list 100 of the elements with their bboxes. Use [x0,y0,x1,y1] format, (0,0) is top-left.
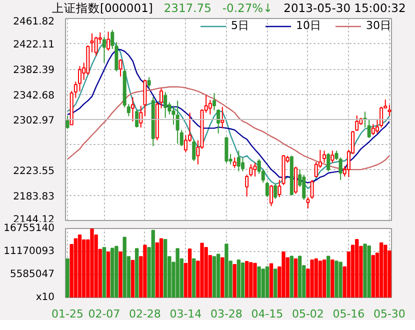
candlestick [363,111,367,128]
bar [282,252,286,298]
candlestick [66,116,70,130]
bar [200,242,204,298]
bar [232,264,236,298]
bar [143,244,147,298]
bar [334,260,338,298]
bar [274,268,278,298]
candlestick [147,76,151,90]
y-tick-label: 5585047 [10,269,55,280]
y-tick-label: 2183.83 [13,191,55,202]
candlestick [164,92,168,118]
legend-label: 5日 [231,18,250,33]
y-tick-label: 2461.82 [13,16,55,28]
y-tick-label: 2422.11 [13,40,55,51]
bar [176,248,180,298]
bar [338,262,342,298]
bar [192,258,196,298]
bar [224,244,228,298]
candlestick [220,106,224,129]
candlestick [330,150,334,164]
candlestick [176,100,180,144]
bar [265,266,270,298]
candlestick [241,157,245,172]
candlestick [338,157,342,180]
candlestick [265,181,269,198]
bar [314,258,318,298]
candlestick [78,66,82,92]
bar [159,238,164,298]
bar [212,256,216,298]
x-tick-label: 02-07 [88,308,120,320]
candlestick [310,179,314,200]
bar [216,254,220,298]
bar [188,248,192,298]
y-tick-label: 2223.55 [13,166,55,177]
candlestick [274,184,278,200]
x-tick-label: 03-14 [170,308,202,320]
bar [236,259,241,298]
bar [155,242,160,298]
x-tick-label: 01-25 [52,308,84,320]
y-tick-label: 2302.97 [13,116,55,126]
candlestick [208,99,212,115]
x-tick-label: 05-30 [373,308,406,320]
y-tick-label: 2342.68 [13,90,55,102]
bar [322,259,326,298]
bar [118,252,122,298]
candlestick [192,140,196,162]
candlestick [375,119,379,134]
candlestick [106,31,110,52]
bar [318,260,322,298]
bar [326,256,330,298]
candlestick [232,157,236,168]
candlestick [355,114,359,132]
x-tick-label: 04-15 [251,308,284,320]
candlestick [270,184,274,207]
text: 2013-05-30 15:00:32 [284,1,406,15]
candlestick [102,36,106,64]
text: 2317.75 [164,1,212,15]
bar [134,248,139,298]
bar [114,246,118,298]
bar [379,242,384,298]
bar [163,239,168,298]
bar [330,259,334,298]
bar [204,246,208,298]
candlestick [253,162,257,178]
candlestick [180,129,184,147]
x-tick-label: 05-16 [332,308,365,320]
candlestick [326,152,330,172]
bar [78,234,82,298]
bar [102,246,106,298]
candlestick [371,124,375,136]
candlestick [224,136,228,164]
bar [220,257,224,298]
bar [355,239,359,298]
bar [298,256,302,298]
chart-title: 上证指数[000001] [52,1,153,15]
candlestick [367,119,371,138]
bar [106,252,110,298]
candlestick [139,105,143,128]
bar [122,236,126,298]
candlestick [90,32,94,53]
bar [90,228,94,298]
candlestick [130,96,134,122]
bar [261,268,265,298]
bar [310,259,314,298]
y-tick-label: 11170093 [4,246,55,257]
candlestick [118,58,122,77]
candlestick [184,134,188,153]
bar [253,262,257,298]
bar [249,262,253,298]
candlestick [322,150,326,164]
candlestick [306,196,310,209]
bar [384,244,388,298]
bar [363,244,367,298]
x-tick-label: 02-28 [128,308,161,320]
bar [66,258,70,298]
bar [290,256,294,298]
y-tick-label: 16755140 [4,223,55,234]
candlestick [380,106,384,128]
candlestick [236,150,240,172]
